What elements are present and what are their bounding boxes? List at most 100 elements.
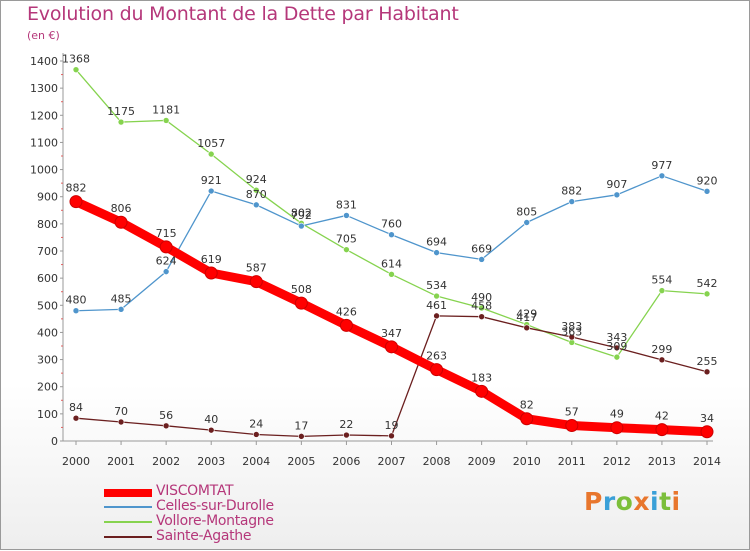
data-label-sainte-agathe: 84 bbox=[69, 401, 83, 414]
data-label-vollore-montagne: 1057 bbox=[197, 137, 225, 150]
y-tick-label: 1200 bbox=[30, 109, 58, 122]
legend-label-sainte-agathe: Sainte-Agathe bbox=[156, 528, 252, 544]
data-point-viscomtat bbox=[430, 363, 444, 377]
data-label-sainte-agathe: 255 bbox=[697, 355, 718, 368]
y-tick-label: 500 bbox=[37, 299, 58, 312]
data-label-celles-sur-durolle: 977 bbox=[651, 159, 672, 172]
data-point-sainte-agathe bbox=[478, 313, 485, 320]
data-label-vollore-montagne: 534 bbox=[426, 279, 447, 292]
data-label-sainte-agathe: 22 bbox=[339, 418, 353, 431]
data-label-vollore-montagne: 1181 bbox=[152, 103, 180, 116]
data-label-vollore-montagne: 429 bbox=[516, 308, 537, 321]
data-point-sainte-agathe bbox=[433, 312, 440, 320]
logo-letter: x bbox=[633, 487, 650, 516]
data-point-viscomtat bbox=[249, 275, 263, 289]
data-label-viscomtat: 882 bbox=[66, 182, 87, 195]
data-label-sainte-agathe: 383 bbox=[561, 320, 582, 333]
data-point-viscomtat bbox=[69, 195, 83, 209]
data-point-celles-sur-durolle bbox=[298, 222, 305, 230]
logo-letter: o bbox=[615, 487, 634, 516]
data-label-viscomtat: 619 bbox=[201, 253, 222, 266]
data-label-sainte-agathe: 299 bbox=[651, 343, 672, 356]
data-point-viscomtat bbox=[159, 240, 173, 254]
data-point-celles-sur-durolle bbox=[658, 172, 666, 180]
y-tick-label: 1300 bbox=[30, 82, 58, 95]
x-tick-label: 2003 bbox=[197, 455, 225, 468]
y-tick-label: 700 bbox=[37, 245, 58, 258]
data-point-sainte-agathe bbox=[703, 368, 711, 376]
data-label-sainte-agathe: 417 bbox=[516, 311, 537, 324]
data-label-viscomtat: 82 bbox=[520, 399, 534, 412]
logo-letter: i bbox=[650, 487, 660, 516]
logo-letter: t bbox=[659, 487, 672, 516]
data-label-celles-sur-durolle: 870 bbox=[246, 188, 267, 201]
logo-letter: r bbox=[602, 487, 616, 516]
legend-item-vollore-montagne: Vollore-Montagne bbox=[104, 513, 424, 530]
data-label-sainte-agathe: 458 bbox=[471, 300, 492, 313]
x-tick-label: 2009 bbox=[468, 455, 496, 468]
logo-letter: i bbox=[671, 487, 681, 516]
data-point-vollore-montagne bbox=[478, 304, 485, 312]
legend: VISCOMTAT Celles-sur-Durolle Vollore-Mon… bbox=[104, 483, 424, 545]
data-label-viscomtat: 42 bbox=[655, 410, 669, 423]
x-tick-label: 2008 bbox=[423, 455, 451, 468]
data-label-vollore-montagne: 1368 bbox=[62, 53, 90, 66]
data-label-viscomtat: 508 bbox=[291, 283, 312, 296]
data-point-viscomtat bbox=[339, 318, 353, 332]
x-tick-label: 2010 bbox=[513, 455, 541, 468]
data-label-celles-sur-durolle: 624 bbox=[156, 255, 177, 268]
data-label-vollore-montagne: 554 bbox=[651, 274, 672, 287]
data-point-celles-sur-durolle bbox=[478, 256, 485, 263]
data-point-celles-sur-durolle bbox=[343, 212, 350, 219]
data-label-vollore-montagne: 542 bbox=[697, 277, 718, 290]
data-point-vollore-montagne bbox=[658, 287, 666, 294]
data-label-celles-sur-durolle: 831 bbox=[336, 198, 357, 211]
x-tick-label: 2011 bbox=[558, 455, 586, 468]
legend-swatch-celles-sur-durolle bbox=[104, 506, 152, 508]
data-point-vollore-montagne bbox=[343, 246, 350, 253]
data-point-celles-sur-durolle bbox=[162, 268, 170, 275]
chart-title: Evolution du Montant de la Dette par Hab… bbox=[27, 3, 459, 25]
data-point-celles-sur-durolle bbox=[523, 219, 531, 226]
data-label-vollore-montagne: 490 bbox=[471, 291, 492, 304]
data-point-celles-sur-durolle bbox=[703, 187, 711, 195]
y-tick-label: 1000 bbox=[30, 164, 58, 177]
x-tick-label: 2012 bbox=[603, 455, 631, 468]
data-label-viscomtat: 426 bbox=[336, 305, 357, 318]
x-tick-label: 2004 bbox=[242, 455, 270, 468]
y-tick-label: 1400 bbox=[30, 55, 58, 68]
data-point-viscomtat bbox=[700, 425, 714, 439]
data-label-viscomtat: 263 bbox=[426, 350, 447, 363]
data-label-celles-sur-durolle: 907 bbox=[606, 178, 627, 191]
data-point-viscomtat bbox=[294, 296, 308, 310]
data-label-sainte-agathe: 70 bbox=[114, 405, 128, 418]
data-label-vollore-montagne: 309 bbox=[606, 340, 627, 353]
proxiti-logo: Proxiti bbox=[584, 487, 681, 516]
legend-swatch-viscomtat bbox=[104, 489, 152, 497]
data-label-vollore-montagne: 802 bbox=[291, 206, 312, 219]
x-tick-label: 2005 bbox=[287, 455, 315, 468]
x-tick-label: 2014 bbox=[693, 455, 721, 468]
y-tick-label: 300 bbox=[37, 354, 58, 367]
data-label-vollore-montagne: 363 bbox=[561, 325, 582, 338]
data-label-viscomtat: 49 bbox=[610, 408, 624, 421]
data-point-viscomtat bbox=[204, 266, 218, 280]
data-label-sainte-agathe: 17 bbox=[294, 419, 308, 432]
legend-item-viscomtat: VISCOMTAT bbox=[104, 483, 424, 500]
data-point-viscomtat bbox=[385, 340, 398, 354]
y-tick-label: 1100 bbox=[30, 136, 58, 149]
data-point-celles-sur-durolle bbox=[207, 187, 215, 195]
data-point-sainte-agathe bbox=[298, 433, 305, 440]
unit-label: (en €) bbox=[27, 29, 60, 42]
data-point-vollore-montagne bbox=[703, 290, 711, 298]
data-label-sainte-agathe: 19 bbox=[385, 419, 399, 432]
data-label-viscomtat: 34 bbox=[700, 412, 714, 425]
data-point-viscomtat bbox=[655, 423, 669, 437]
data-label-viscomtat: 183 bbox=[471, 371, 492, 384]
data-point-vollore-montagne bbox=[162, 117, 170, 124]
data-label-celles-sur-durolle: 920 bbox=[697, 174, 718, 187]
data-point-viscomtat bbox=[114, 215, 128, 229]
data-label-celles-sur-durolle: 805 bbox=[516, 206, 537, 219]
data-point-vollore-montagne bbox=[207, 150, 215, 158]
